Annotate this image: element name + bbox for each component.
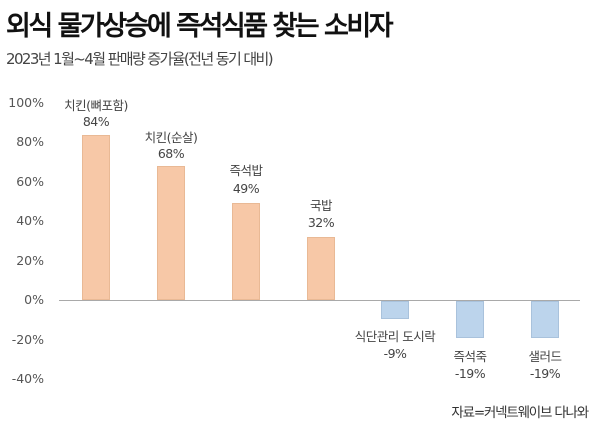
value-label: 68% bbox=[157, 146, 185, 161]
category-label: 치킨(뼈포함) bbox=[64, 98, 128, 113]
bar bbox=[531, 301, 559, 339]
value-label: -9% bbox=[383, 346, 407, 361]
category-label: 식단관리 도시락 bbox=[354, 329, 436, 344]
category-label: 국밥 bbox=[309, 198, 333, 213]
value-label: -19% bbox=[454, 366, 486, 381]
y-tick: 40% bbox=[16, 213, 44, 228]
y-tick: 0% bbox=[24, 292, 44, 307]
category-label: 즉석죽 bbox=[453, 349, 487, 364]
bar bbox=[381, 301, 409, 319]
bar bbox=[307, 236, 335, 300]
category-label: 치킨(순살) bbox=[144, 130, 198, 145]
category-label: 샐러드 bbox=[528, 349, 562, 364]
y-tick: -20% bbox=[11, 332, 44, 347]
chart-title: 외식 물가상승에 즉석식품 찾는 소비자 bbox=[6, 11, 394, 42]
bar bbox=[232, 203, 260, 300]
zero-baseline bbox=[59, 300, 580, 301]
bar bbox=[456, 301, 484, 339]
value-label: 84% bbox=[82, 114, 110, 129]
y-tick: -40% bbox=[11, 371, 44, 386]
bar bbox=[157, 166, 185, 300]
chart-subtitle: 2023년 1월~4월 판매량 증가율(전년 동기 대비) bbox=[6, 50, 274, 68]
value-label: 49% bbox=[232, 181, 260, 196]
y-tick: 60% bbox=[16, 174, 44, 189]
y-tick: 80% bbox=[16, 134, 44, 149]
bar bbox=[82, 134, 110, 300]
y-tick: 20% bbox=[16, 253, 44, 268]
value-label: -19% bbox=[529, 366, 561, 381]
y-tick: 100% bbox=[8, 95, 44, 110]
category-label: 즉석밥 bbox=[229, 163, 263, 178]
value-label: 32% bbox=[307, 215, 335, 230]
source-note: 자료=커넥트웨이브 다나와 bbox=[451, 405, 589, 421]
